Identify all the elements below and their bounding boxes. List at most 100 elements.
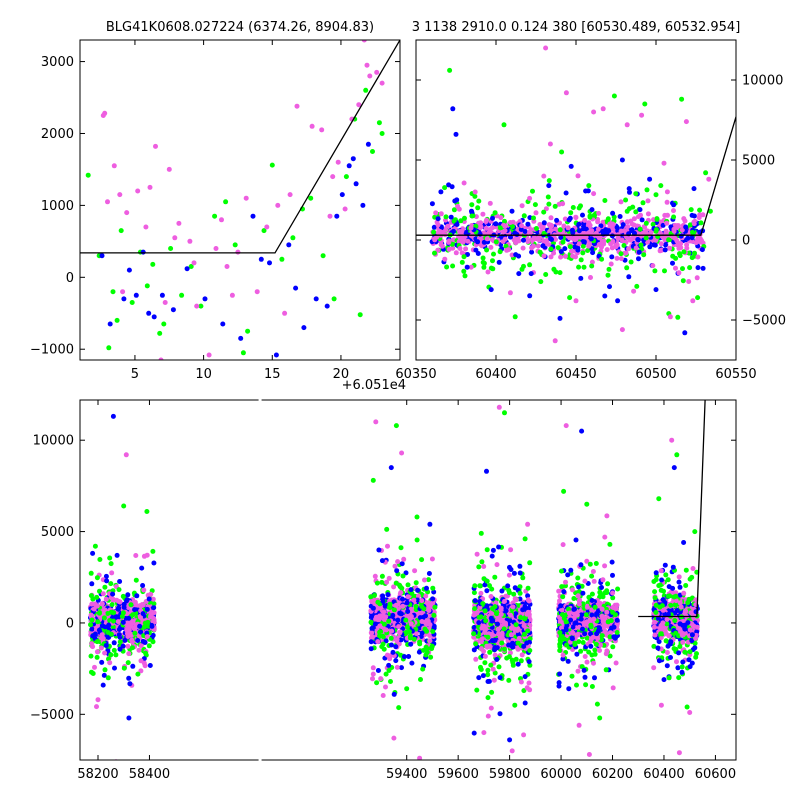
band-point [602,563,608,569]
band-point [414,537,420,543]
band-point [556,201,562,207]
band-point [571,236,577,242]
data-point [267,260,272,266]
band-point [384,652,390,658]
band-point [89,626,95,632]
band-point [144,552,150,558]
band-point [113,614,119,620]
band-point [664,220,670,226]
data-point [309,123,315,129]
band-point [141,587,147,593]
band-point [412,568,418,574]
band-point [509,632,514,638]
band-point [415,593,421,599]
data-point [206,352,212,358]
band-point [560,652,566,658]
band-point [589,652,595,658]
band-point [116,599,122,604]
data-point [179,292,185,298]
band-point [576,221,582,227]
band-point [498,635,504,641]
x-tick-label: 20 [333,367,350,382]
y-tick-label: 0 [742,234,750,249]
band-point [115,619,121,625]
x-tick-label: 60350 [395,367,436,382]
band-point [680,278,686,284]
band-point [453,250,459,256]
band-point [597,648,602,653]
band-point [580,626,585,632]
band-point [638,242,644,248]
band-point [487,583,492,589]
band-point [610,239,616,244]
band-point [581,667,587,673]
band-point [136,647,142,653]
band-point [528,227,534,233]
data-point [150,261,156,267]
band-point [664,199,670,205]
band-point [689,238,695,244]
band-point [572,620,578,626]
band-point [518,679,524,685]
band-point [419,619,425,624]
band-point [408,614,414,619]
band-point [511,570,517,576]
data-point [563,90,569,96]
band-point [399,561,405,567]
band-point [145,623,151,629]
band-point [469,210,475,215]
band-point [483,618,489,624]
band-point [375,639,381,645]
band-point [580,212,585,218]
band-point [507,564,512,570]
data-point [639,112,645,118]
band-point [381,646,387,652]
band-point [534,226,539,231]
data-point [331,296,337,302]
band-point [135,638,141,643]
band-point [490,617,496,623]
band-point [557,671,563,677]
band-point [94,704,99,710]
band-point [611,624,617,630]
band-point [682,218,688,224]
band-point [615,586,621,592]
band-point [475,205,481,211]
band-point [478,590,484,596]
band-point [403,570,409,576]
data-point [360,202,366,208]
band-point [633,209,639,215]
band-point [417,641,423,647]
band-point [541,220,547,226]
band-point [97,557,103,562]
band-point [559,612,565,618]
data-point [188,264,194,269]
band-point [681,249,687,255]
band-point [383,684,388,690]
data-point [578,275,584,281]
data-point [334,213,340,219]
data-point [356,102,362,108]
band-point [590,250,596,256]
band-point [111,647,117,653]
band-point [112,665,117,671]
data-point [235,249,241,255]
band-point [687,222,693,228]
data-point [339,192,345,198]
band-point [504,247,510,253]
band-point [618,228,624,234]
panel-top-right: 60350 60400 60450 60500 60550−50000500010000… [395,20,786,382]
band-point [562,246,568,252]
band-point [413,580,419,586]
band-point [484,588,490,594]
band-point [104,578,110,584]
band-point [652,268,658,274]
y-tick-label: −5000 [742,314,786,329]
band-point [445,224,451,229]
band-point [142,640,148,645]
band-point [478,614,484,620]
band-point [377,623,383,629]
data-point [117,192,123,198]
band-point [525,585,531,591]
band-point [619,237,625,243]
